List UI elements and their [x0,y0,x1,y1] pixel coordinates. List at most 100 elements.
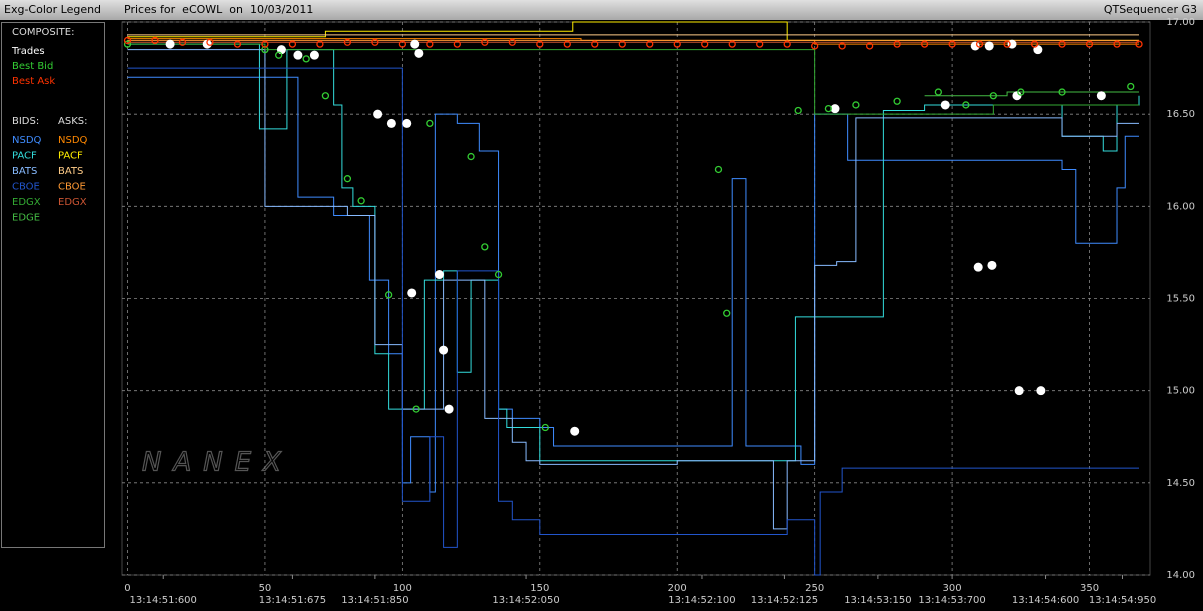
legend-entry: Best Ask [12,76,55,87]
quote-marker [989,92,997,100]
legend-section: ASKS: [58,116,87,127]
legend-panel [1,22,105,548]
y-tick-label: 16.00 [1166,201,1195,212]
legend-entry: PACF [12,151,37,162]
quote-marker [302,55,310,63]
quote-marker [261,40,269,48]
trade-dot [1012,91,1022,101]
price-line [127,49,1140,530]
time-label: 13:14:51:600 [130,595,197,606]
time-label: 13:14:52:125 [751,595,818,606]
trade-dot [410,39,420,49]
quote-marker [123,40,132,48]
legend-section: BIDS: [12,116,39,127]
trade-dot [414,48,424,58]
price-line [127,43,1140,462]
legend-entry: NSDQ [58,135,88,146]
quote-marker [920,40,929,48]
legend-entry: BATS [58,166,83,177]
quote-marker [714,165,723,174]
legend-entry: Trades [11,46,45,57]
quote-marker [1113,40,1121,48]
trade-dot [386,118,396,128]
quote-marker [962,101,970,109]
quote-marker [275,51,283,59]
price-line [127,76,1140,493]
y-tick-label: 17.00 [1166,17,1195,28]
quote-marker [728,40,736,48]
trade-dot [1014,386,1024,396]
x-tick-label: 150 [530,583,549,594]
legend-section: COMPOSITE: [12,27,74,38]
trade-dot [293,50,303,60]
legend-heading: Exg-Color Legend [4,3,101,16]
quote-marker [948,40,956,48]
chart-title: Prices for eCOWL on 10/03/2011 [124,3,313,16]
legend-entry: EDGX [58,197,87,208]
trade-dot [444,404,454,414]
legend-entry: EDGX [12,197,41,208]
trade-dot [402,118,412,128]
quote-marker [371,38,379,46]
quote-marker [316,40,324,48]
trade-dot [570,426,580,436]
y-tick-label: 14.00 [1166,570,1195,581]
trade-dot [434,270,444,280]
quote-marker [824,104,833,113]
quote-marker [1058,40,1066,48]
quote-marker [852,101,860,109]
quote-marker [811,42,819,50]
quote-marker [481,243,489,251]
trade-dot [973,262,983,272]
quote-marker [975,40,984,48]
quote-marker [618,40,626,48]
quote-marker [357,197,365,205]
quote-marker [591,40,599,48]
price-line [127,21,1140,41]
trade-dot [830,104,840,114]
time-label: 13:14:53:150 [844,595,911,606]
quote-marker [934,88,943,96]
trade-dot [373,109,383,119]
legend-entry: BATS [12,166,37,177]
y-tick-label: 14.50 [1166,478,1195,489]
time-label: 13:14:52:100 [668,595,735,606]
legend-entry: CBOE [58,182,86,193]
header-bar [0,0,1203,20]
quote-marker [1085,40,1094,48]
trade-dot [165,39,175,49]
legend-entry: EDGE [12,213,40,224]
quote-marker [453,40,461,48]
x-tick-label: 250 [805,583,824,594]
time-label: 13:14:52:050 [492,595,559,606]
quote-marker [865,42,874,50]
trade-dot [984,41,994,51]
y-tick-label: 15.50 [1166,294,1195,305]
x-tick-label: 50 [259,583,272,594]
watermark: NANEX [142,448,293,478]
quote-marker [384,291,393,299]
price-line [127,43,1140,115]
quote-marker [1017,88,1025,96]
quote-marker [1030,40,1039,48]
time-label: 13:14:54:950 [1089,595,1156,606]
quote-marker [1127,82,1135,91]
trade-dot [439,345,449,355]
quote-marker [123,36,132,45]
quote-marker [893,40,901,48]
x-tick-label: 200 [668,583,687,594]
quote-marker [343,38,352,46]
legend-entry: CBOE [12,182,40,193]
quote-marker [508,38,516,46]
quote-marker [1003,40,1011,48]
time-label: 13:14:53:700 [918,595,985,606]
quote-marker [701,40,709,48]
time-label: 13:14:51:675 [259,595,326,606]
quote-marker [563,40,571,48]
quote-marker [838,42,846,50]
legend-entry: PACF [58,151,83,162]
quote-marker [412,405,420,413]
trade-dot [987,260,997,270]
quote-marker [467,152,475,161]
